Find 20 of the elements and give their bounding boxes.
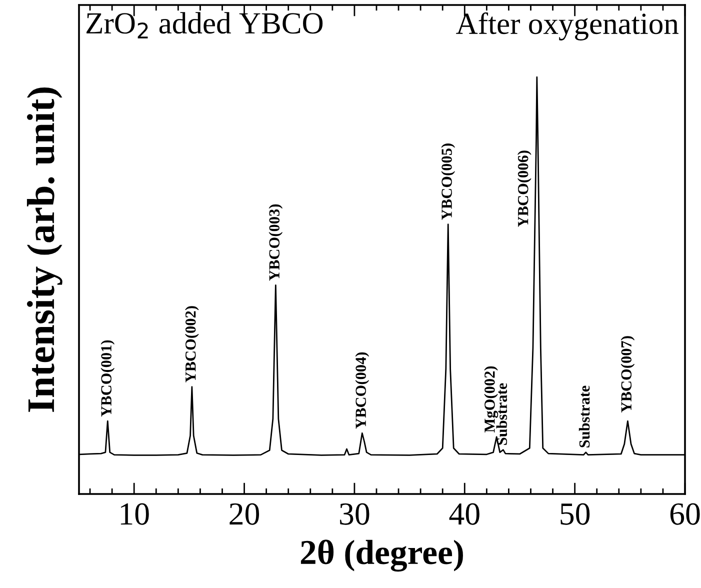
annotation: Substrate <box>578 386 590 448</box>
x-tick-label: 10 <box>120 503 149 525</box>
x-tick-label: 50 <box>560 503 590 525</box>
annotation: YBCO(007) <box>620 336 635 412</box>
x-tick-label: 30 <box>340 503 370 525</box>
x-tick-label: 40 <box>449 503 480 525</box>
annotation: YBCO(001) <box>100 340 115 417</box>
annotation: YBCO(004) <box>355 352 370 429</box>
text: After oxygenation <box>456 12 678 40</box>
annotation: YBCO(005) <box>441 144 456 220</box>
annotation: MgO(002) <box>484 366 498 432</box>
text: ZrO$_{2}$ added YBCO <box>86 12 323 38</box>
y-axis-title: Intensity (arb. unit) <box>26 88 62 412</box>
x-tick-label: 60 <box>670 503 700 525</box>
annotation: YBCO(002) <box>185 306 199 382</box>
annotation: YBCO(006) <box>517 150 532 227</box>
x-tick-label: 20 <box>230 503 260 525</box>
annotation: Substrate <box>496 383 508 445</box>
x-axis-title: 2θ (degree) <box>300 540 463 572</box>
annotation: YBCO(003) <box>268 204 283 281</box>
